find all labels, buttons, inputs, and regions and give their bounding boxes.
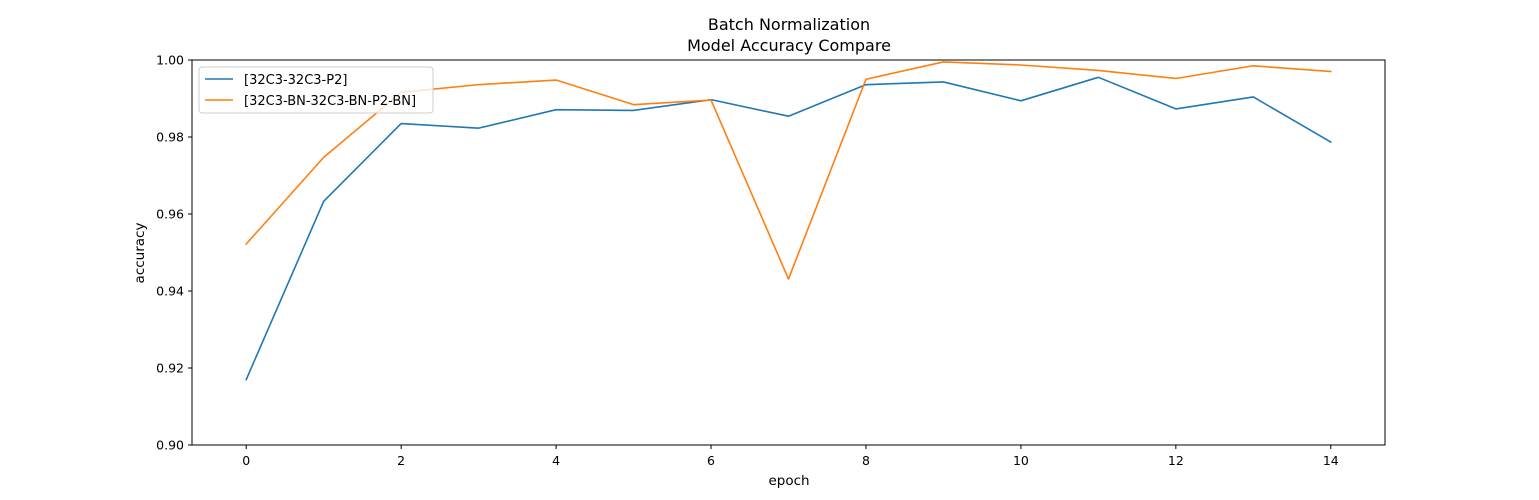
series-line-0	[245, 76, 1332, 381]
x-axis-label: epoch	[768, 473, 809, 489]
y-axis: 0.90 0.92 0.94 0.96 0.98 1.00	[156, 53, 192, 453]
y-tick-label: 0.96	[156, 207, 184, 222]
legend-label-0: [32C3-32C3-P2]	[244, 73, 347, 88]
y-tick-label: 0.92	[156, 361, 184, 376]
x-tick-label: 0	[242, 453, 250, 468]
x-tick-label: 6	[707, 453, 715, 468]
x-tick-label: 14	[1323, 453, 1339, 468]
y-tick-label: 1.00	[156, 53, 184, 68]
plot-area	[191, 59, 1386, 446]
x-tick-label: 2	[397, 453, 405, 468]
y-tick-label: 0.94	[156, 284, 184, 299]
legend-label-1: [32C3-BN-32C3-BN-P2-BN]	[244, 94, 416, 109]
chart-subtitle: Model Accuracy Compare	[687, 36, 891, 55]
x-tick-label: 4	[552, 453, 560, 468]
chart-title: Batch Normalization	[708, 15, 870, 34]
legend-box	[198, 66, 434, 114]
x-axis: 0 2 4 6 8 10 12 14	[242, 445, 1339, 468]
y-axis-label: accuracy	[132, 223, 148, 284]
legend: [32C3-32C3-P2] [32C3-BN-32C3-BN-P2-BN]	[198, 66, 434, 114]
plot-frame	[191, 59, 1386, 446]
x-tick-label: 8	[862, 453, 870, 468]
x-tick-label: 10	[1013, 453, 1029, 468]
y-tick-label: 0.98	[156, 130, 184, 145]
x-tick-label: 12	[1168, 453, 1184, 468]
y-tick-label: 0.90	[156, 438, 184, 453]
